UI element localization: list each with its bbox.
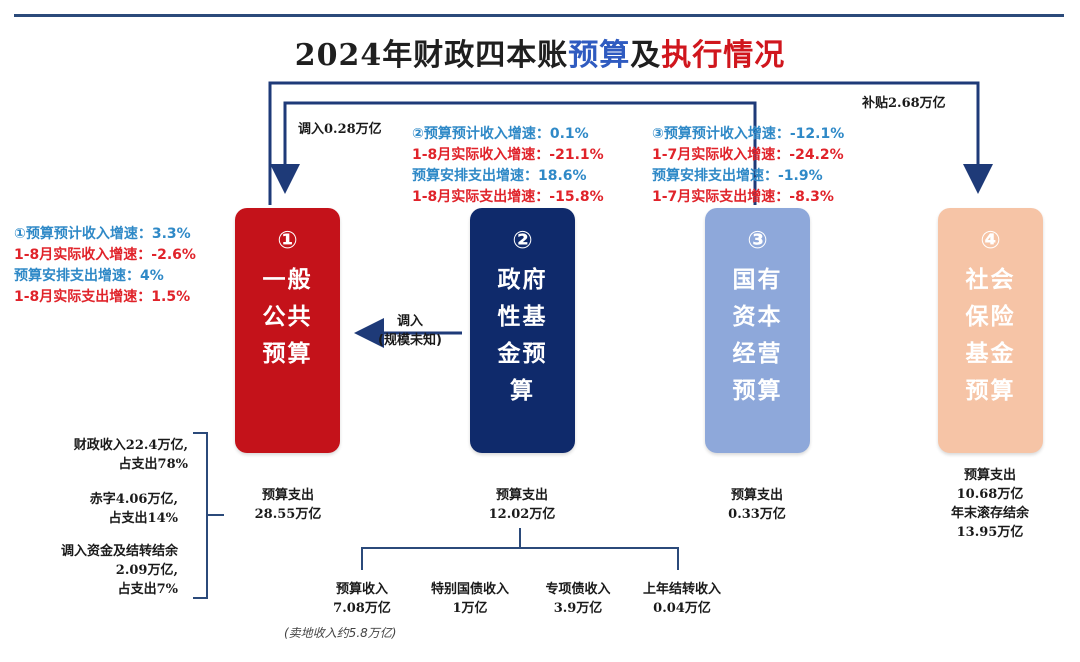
box3-number: ③ <box>747 226 768 254</box>
transfer-mid-label-line: (规模未知) <box>378 333 442 348</box>
box3-name-line: 经营 <box>732 341 783 367</box>
stat-line: 1-8月实际收入增速：-21.1% <box>412 147 604 163</box>
title-part-4: 执行情况 <box>661 38 786 73</box>
source-line: 0.04万亿 <box>653 601 711 616</box>
box2-name-line: 金预 <box>497 341 548 367</box>
b2-source-special-debt: 专项债收入 3.9万亿 <box>524 580 632 618</box>
box1-number: ① <box>277 226 298 254</box>
title-part-1: 2024年财政四本账 <box>294 38 569 73</box>
balance-value: 13.95万亿 <box>956 525 1024 540</box>
transfer-mid-label: 调入 (规模未知) <box>368 312 452 350</box>
box1-name-line: 公共 <box>262 304 313 330</box>
box-social-insurance-budget: ④ 社会 保险 基金 预算 <box>938 208 1043 453</box>
box4-name-line: 预算 <box>965 378 1016 404</box>
source-line: 占支出14% <box>108 511 178 526</box>
source-transfer-carryover: 调入资金及结转结余 2.09万亿, 占支出7% <box>18 542 178 599</box>
box2-spending: 预算支出 12.02万亿 <box>466 486 578 524</box>
title-part-2: 预算 <box>568 38 631 73</box>
spending-line: 预算支出 <box>730 488 783 503</box>
subsidy-arrow <box>268 81 993 205</box>
spending-line: 预算支出 <box>261 488 314 503</box>
source-line: 7.08万亿 <box>333 601 391 616</box>
stat-line: 1-8月实际支出增速：-15.8% <box>412 189 604 205</box>
top-divider-line <box>14 14 1064 17</box>
box1-name-line: 一般 <box>262 267 313 293</box>
box4-name: 社会 保险 基金 预算 <box>966 262 1016 410</box>
source-line: 3.9万亿 <box>553 601 603 616</box>
stat-line: 预算安排支出增速：-1.9% <box>652 168 823 184</box>
box4-name-line: 社会 <box>965 267 1016 293</box>
spending-value: 28.55万亿 <box>254 507 322 522</box>
box1-name: 一般 公共 预算 <box>263 262 313 373</box>
stat-line: 1-7月实际支出增速：-8.3% <box>652 189 834 205</box>
source-line: 占支出7% <box>117 582 178 597</box>
box3-name-line: 预算 <box>732 378 783 404</box>
box4-name-line: 保险 <box>965 304 1016 330</box>
stat-line: ②预算预计收入增速：0.1% <box>412 126 589 142</box>
bottom-bracket <box>361 528 679 570</box>
box4-number: ④ <box>980 226 1001 254</box>
page-title: 2024年财政四本账预算及执行情况 <box>0 30 1080 74</box>
spending-line: 预算支出 <box>495 488 548 503</box>
box2-name-line: 政府 <box>497 267 548 293</box>
box1-stats: ①预算预计收入增速：3.3% 1-8月实际收入增速：-2.6% 预算安排支出增速… <box>14 224 196 308</box>
source-line: 2.09万亿, <box>115 563 178 578</box>
b2-source-budget-revenue: 预算收入 7.08万亿 <box>312 580 412 618</box>
source-line: 占支出78% <box>118 457 188 472</box>
stat-line: 1-8月实际支出增速：1.5% <box>14 289 191 305</box>
box1-spending: 预算支出 28.55万亿 <box>232 486 344 524</box>
land-sale-note: (卖地收入约5.8万亿) <box>284 626 397 640</box>
box2-name: 政府 性基 金预 算 <box>498 262 548 410</box>
box2-stats: ②预算预计收入增速：0.1% 1-8月实际收入增速：-21.1% 预算安排支出增… <box>412 124 604 208</box>
stat-line: 预算安排支出增速：4% <box>14 268 164 284</box>
box-general-public-budget: ① 一般 公共 预算 <box>235 208 340 453</box>
stat-line: 1-7月实际收入增速：-24.2% <box>652 147 844 163</box>
stat-line: 1-8月实际收入增速：-2.6% <box>14 247 196 263</box>
box4-spending: 预算支出 10.68万亿 年末滚存结余 13.95万亿 <box>930 466 1050 542</box>
spending-value: 12.02万亿 <box>488 507 556 522</box>
spending-value: 10.68万亿 <box>956 487 1024 502</box>
transfer-top-label: 调入0.28万亿 <box>298 122 382 137</box>
left-bracket <box>193 432 224 599</box>
b2-source-prior-carryover: 上年结转收入 0.04万亿 <box>620 580 744 618</box>
transfer-mid-label-line: 调入 <box>396 314 423 329</box>
source-line: 上年结转收入 <box>642 582 721 597</box>
source-line: 专项债收入 <box>545 582 611 597</box>
transfer-top-arrow <box>270 101 757 205</box>
box3-stats: ③预算预计收入增速：-12.1% 1-7月实际收入增速：-24.2% 预算安排支… <box>652 124 844 208</box>
box2-name-line: 算 <box>510 378 535 404</box>
box1-name-line: 预算 <box>262 341 313 367</box>
box-state-capital-budget: ③ 国有 资本 经营 预算 <box>705 208 810 453</box>
source-line: 1万亿 <box>452 601 488 616</box>
spending-value: 0.33万亿 <box>728 507 786 522</box>
source-line: 调入资金及结转结余 <box>60 544 178 559</box>
b2-source-special-bond: 特别国债收入 1万亿 <box>408 580 532 618</box>
source-deficit: 赤字4.06万亿, 占支出14% <box>18 490 178 528</box>
stat-line: ③预算预计收入增速：-12.1% <box>652 126 845 142</box>
source-fiscal-revenue: 财政收入22.4万亿, 占支出78% <box>18 436 188 474</box>
box3-spending: 预算支出 0.33万亿 <box>701 486 813 524</box>
title-part-3: 及 <box>630 38 662 73</box>
source-line: 赤字4.06万亿, <box>89 492 178 507</box>
stat-line: 预算安排支出增速：18.6% <box>412 168 587 184</box>
box2-name-line: 性基 <box>497 304 548 330</box>
box3-name-line: 国有 <box>732 267 783 293</box>
stat-line: ①预算预计收入增速：3.3% <box>14 226 191 242</box>
subsidy-label: 补贴2.68万亿 <box>862 96 946 111</box>
source-line: 特别国债收入 <box>430 582 509 597</box>
source-line: 预算收入 <box>335 582 388 597</box>
box3-name-line: 资本 <box>732 304 783 330</box>
box3-name: 国有 资本 经营 预算 <box>733 262 783 410</box>
spending-line: 预算支出 <box>963 468 1016 483</box>
box2-number: ② <box>512 226 533 254</box>
box4-name-line: 基金 <box>965 341 1016 367</box>
balance-line: 年末滚存结余 <box>950 506 1029 521</box>
box-government-fund-budget: ② 政府 性基 金预 算 <box>470 208 575 453</box>
source-line: 财政收入22.4万亿, <box>73 438 188 453</box>
